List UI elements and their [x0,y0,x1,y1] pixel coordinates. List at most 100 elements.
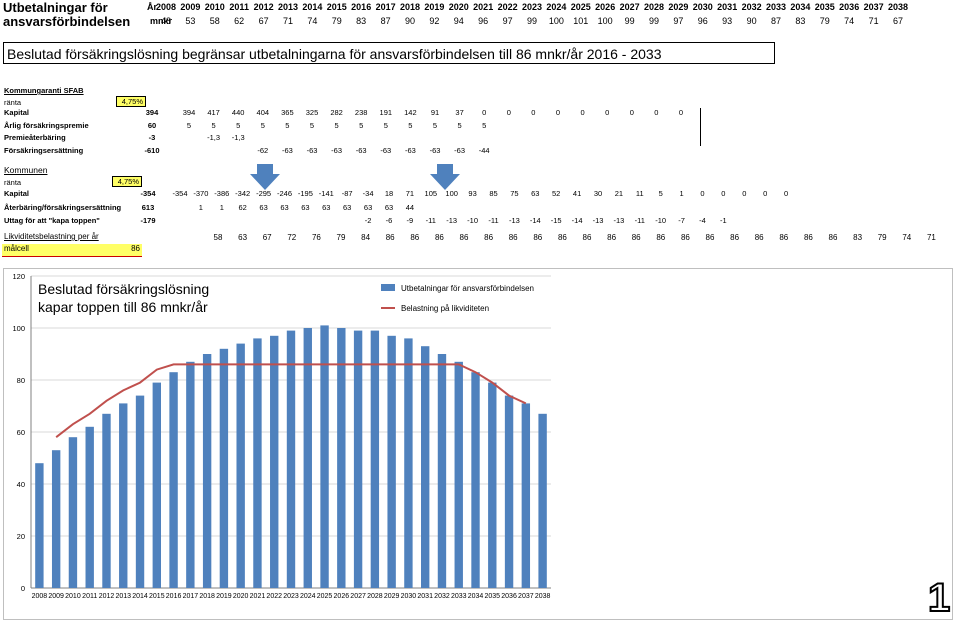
kommunen-rate-cell[interactable]: 4,75% [112,176,142,187]
y-tick-label: 40 [17,480,25,489]
row-total[interactable]: 613 [141,202,155,212]
likviditet-cell: 86 [803,233,813,242]
table-cell: -13 [613,216,625,225]
mnkr-cell: 83 [795,16,806,26]
y-tick-label: 60 [17,428,25,437]
table-cell: 37 [455,108,464,117]
table-cell: 41 [572,189,582,198]
table-cell: 417 [207,108,220,117]
bar [370,330,380,588]
row-label: Kapital [4,189,30,198]
table-cell: 191 [379,108,393,117]
mnkr-cell: 67 [258,16,269,26]
row-total[interactable]: -3 [148,133,156,142]
table-cell: 0 [605,108,610,117]
row-total[interactable]: -354 [140,189,156,198]
legend-label-line: Belastning på likviditeten [401,304,489,313]
year-cell: 2035 [814,2,835,12]
legend-swatch-bar [381,284,395,291]
likviditet-cell: 76 [311,233,321,242]
row-total[interactable]: 60 [147,120,157,130]
table-cell: -63 [454,145,466,155]
table-cell: 5 [359,120,364,130]
bar [353,330,363,588]
bar [102,413,111,588]
table-cell: -15 [550,216,562,225]
table-cell: -1,3 [231,133,245,142]
likviditet-cell: 86 [508,233,518,242]
likviditet-cell: 86 [582,233,592,242]
year-cell: 2025 [570,2,591,12]
kommunen-heading: Kommunen [4,165,48,175]
bar [437,354,447,588]
bar [286,330,296,588]
x-tick-label: 2029 [384,593,400,600]
year-cell: 2037 [863,2,884,12]
y-tick-label: 80 [17,376,25,385]
table-cell: 91 [430,108,440,117]
row-total[interactable]: -179 [140,216,156,225]
year-cell: 2030 [692,2,713,12]
table-cell: 0 [721,189,726,198]
down-arrow-icon-left [250,164,280,190]
table-cell: -195 [297,189,313,198]
table-row: Uttag för att "kapa toppen" -179 -2 -6 -9 -11… [0,216,960,230]
table-cell: -4 [699,216,706,225]
mnkr-cell: 74 [844,16,855,26]
malcell-value[interactable]: 86 [131,244,140,253]
row-total[interactable]: -610 [144,145,160,155]
row-label: Uttag för att "kapa toppen" [4,216,100,225]
year-cell: 2023 [521,2,543,12]
x-tick-label: 2028 [367,593,383,600]
bar [85,426,94,588]
bar [35,463,44,588]
x-tick-label: 2038 [535,593,551,600]
year-cell: 2008 [155,2,177,12]
table-cell: 0 [555,108,561,117]
mnkr-cell: 74 [307,16,318,26]
mnkr-cell: 92 [429,16,440,26]
likviditet-cell: 67 [262,233,272,242]
sfab-rate-cell[interactable]: 4,75% [116,96,146,107]
likviditet-cell: 86 [410,233,420,242]
table-cell: 18 [384,189,394,198]
likviditet-line [55,363,527,438]
table-cell: 63 [363,202,373,212]
x-tick-label: 2008 [32,593,48,600]
years-label: År [147,2,158,12]
x-tick-label: 2035 [485,593,501,600]
year-cell: 2032 [741,2,762,12]
likviditet-row: 58 63 67 72 76 79 84 86 86 86 86 86 86 86 86 86 86 86 86 86… [0,233,960,247]
table-cell: -63 [429,145,441,155]
row-total[interactable]: 394 [145,108,159,117]
mnkr-cell: 99 [526,16,537,26]
table-cell: 5 [457,120,462,130]
x-tick-label: 2027 [350,593,366,600]
table-cell: -62 [257,145,269,155]
table-cell: -63 [355,145,367,155]
bar [51,450,61,588]
table-row: Kapital 394 394 417 440 404 365 325 282 238 191 142… [0,108,960,122]
table-cell: -87 [341,189,353,198]
year-cell: 2024 [546,2,567,12]
row-label: Årlig försäkringspremie [4,120,89,130]
x-tick-label: 2032 [434,593,450,600]
table-cell: 63 [384,202,394,212]
table-cell: 365 [281,108,294,117]
likviditet-cell: 86 [779,233,789,242]
mnkr-cell: 53 [185,16,196,26]
mnkr-cell: 97 [502,16,513,26]
table-cell: 0 [678,108,684,117]
table-cell: -34 [362,189,374,198]
x-tick-label: 2036 [501,593,517,600]
year-cell: 2033 [765,2,787,12]
year-cell: 2036 [839,2,860,12]
bar [488,382,497,588]
table-cell: -386 [214,189,230,198]
table-cell: -14 [571,216,583,225]
likviditet-cell: 86 [533,233,543,242]
y-tick-label: 120 [12,272,25,281]
table-cell: 0 [763,189,768,198]
x-tick-label: 2019 [216,593,232,600]
table-cell: 21 [614,189,624,198]
